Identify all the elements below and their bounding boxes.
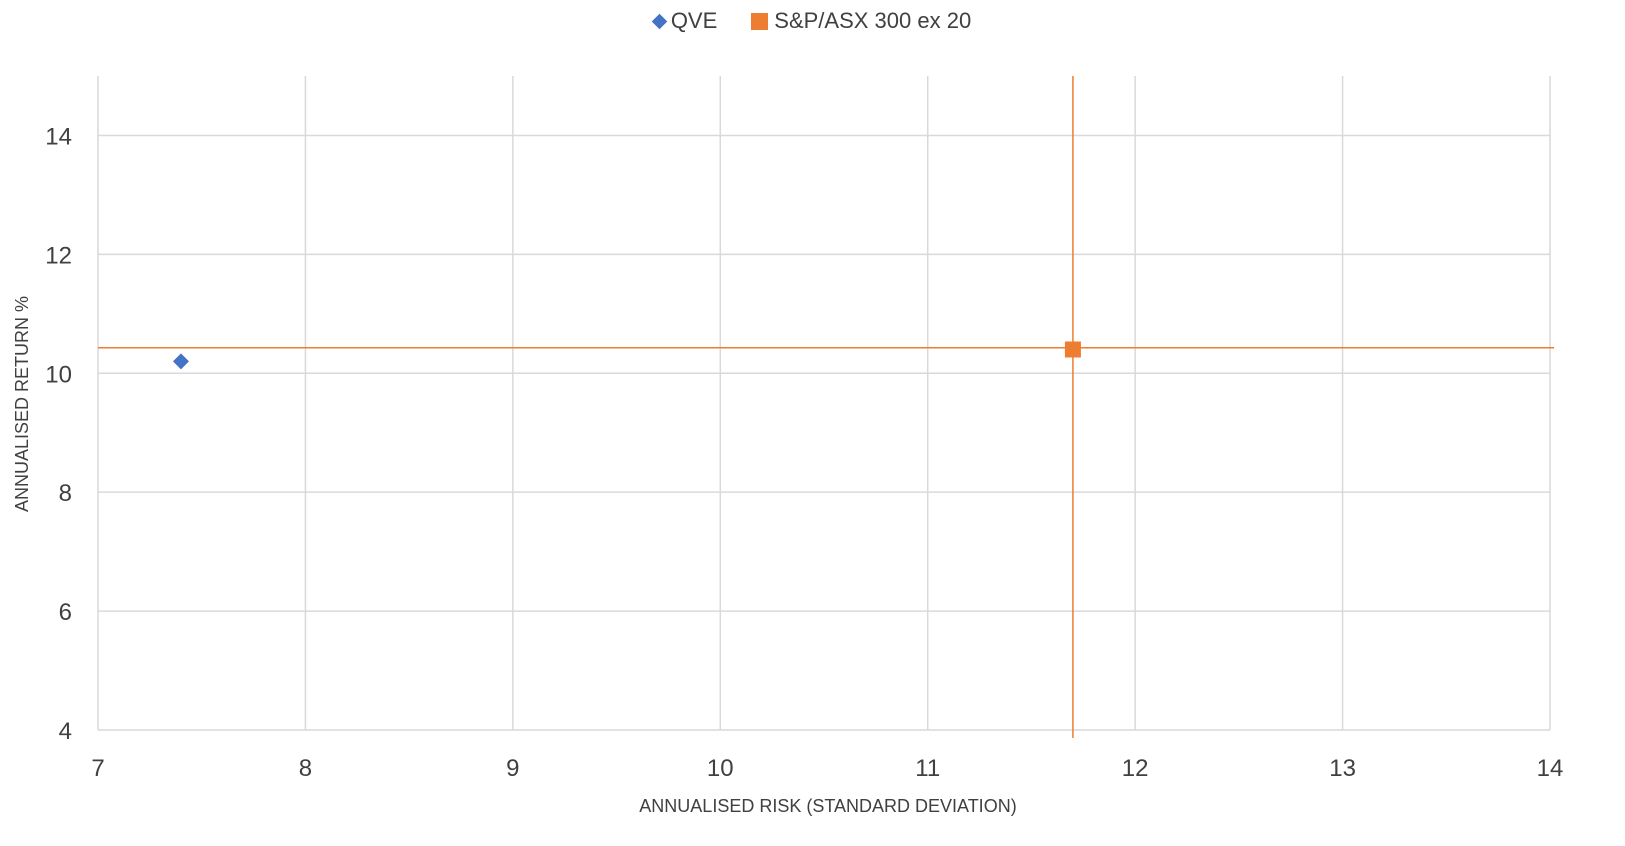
reference-lines [98,76,1554,738]
x-tick-label-9: 9 [506,755,519,782]
x-tick-label-12: 12 [1122,755,1149,782]
x-tick-label-14: 14 [1537,755,1564,782]
point-index [1064,341,1081,358]
legend-item-qve: QVE [651,8,718,34]
legend-label-qve: QVE [670,8,718,33]
y-tick-label-8: 8 [59,480,72,507]
grid-lines [97,76,1551,731]
point-qve [172,353,189,370]
y-tick-label-6: 6 [59,599,72,626]
x-tick-label-7: 7 [91,755,104,782]
y-tick-label-10: 10 [45,361,72,388]
legend: QVE S&P/ASX 300 ex 20 [0,8,1625,34]
legend-item-index: S&P/ASX 300 ex 20 [751,8,971,34]
legend-label-index: S&P/ASX 300 ex 20 [774,8,972,33]
x-tick-label-11: 11 [915,755,940,782]
tick-labels: 7 8 9 10 11 12 13 14 4 6 8 10 12 14 [45,123,1563,782]
legend-marker-index [751,12,769,30]
y-tick-label-12: 12 [45,242,72,269]
x-tick-label-8: 8 [299,755,312,782]
x-axis-title: ANNUALISED RISK (STANDARD DEVIATION) [639,796,1016,816]
data-points [172,341,1081,370]
x-tick-label-13: 13 [1329,755,1356,782]
y-axis-title: ANNUALISED RETURN % [12,296,32,512]
x-tick-label-10: 10 [707,755,734,782]
y-tick-label-4: 4 [59,718,72,745]
y-tick-label-14: 14 [45,123,72,150]
